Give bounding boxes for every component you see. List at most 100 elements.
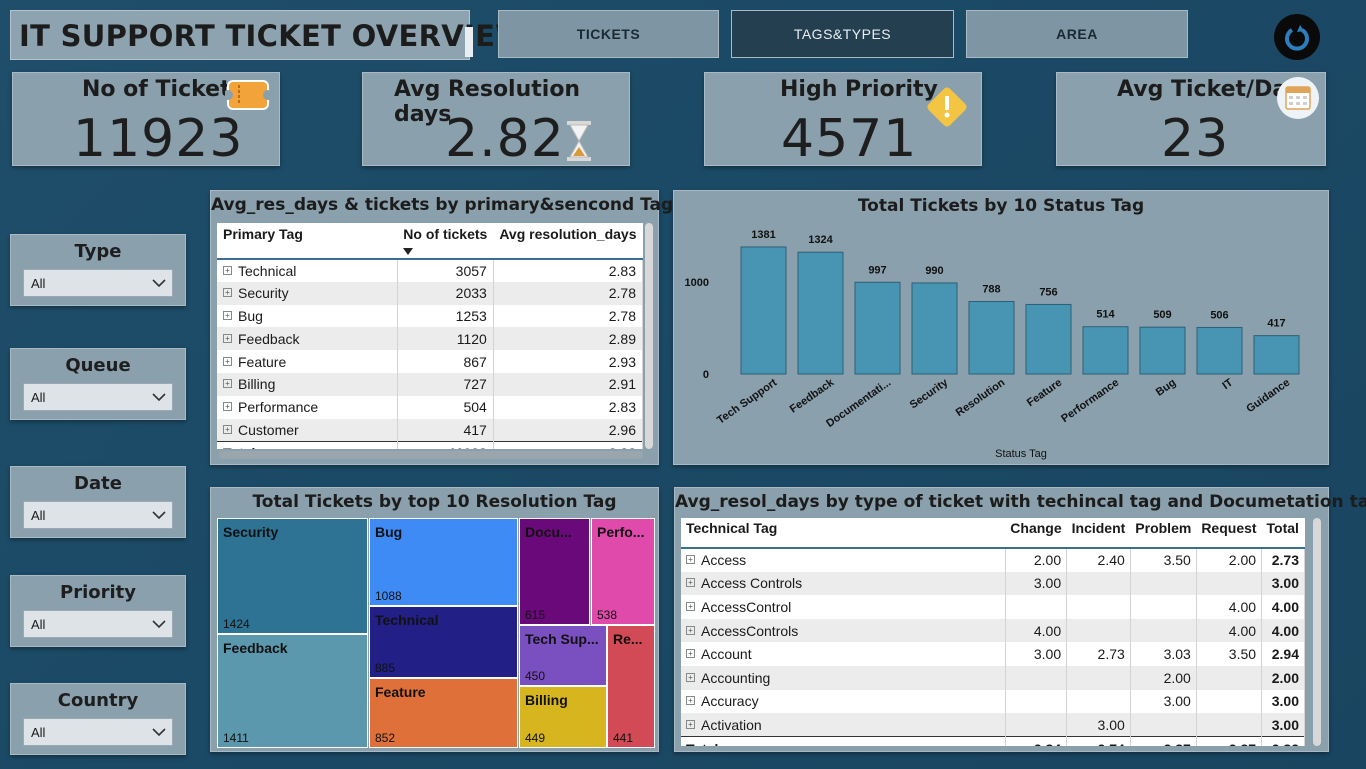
column-header[interactable]: Incident — [1066, 518, 1131, 549]
queue-dropdown[interactable]: All — [23, 383, 173, 411]
treemap-tile[interactable]: Tech Sup... 450 — [519, 625, 607, 686]
table-row[interactable]: + AccessControl 4.00 4.00 — [681, 595, 1305, 619]
row-label-cell: + Activation — [681, 713, 1006, 737]
column-header[interactable]: Total — [1261, 518, 1305, 549]
table-row[interactable]: + Accounting 2.00 2.00 — [681, 665, 1305, 690]
vertical-scrollbar[interactable] — [1313, 518, 1321, 746]
technical-tag-matrix: Technical Tag Change Incident Problem Reques… — [681, 518, 1305, 746]
expand-icon[interactable]: + — [223, 356, 232, 366]
bar[interactable] — [740, 246, 787, 375]
treemap-tile[interactable]: Re... 441 — [607, 625, 655, 748]
expand-icon[interactable]: + — [223, 424, 232, 434]
expand-icon[interactable]: + — [686, 578, 695, 588]
reset-power-button[interactable] — [1274, 14, 1320, 60]
value-cell — [1005, 713, 1068, 737]
table-row[interactable]: + AccessControls 4.00 4.00 4.00 — [681, 618, 1305, 643]
bar[interactable] — [968, 301, 1015, 375]
column-header[interactable]: Request — [1196, 518, 1262, 549]
treemap-tile[interactable]: Docu... 615 — [519, 518, 590, 625]
expand-icon[interactable]: + — [223, 288, 232, 298]
cell-text: Technical — [238, 262, 297, 279]
table-row[interactable]: + Technical 3057 2.83 — [217, 259, 643, 282]
sort-desc-icon — [403, 248, 414, 255]
table-row[interactable]: + Account 3.00 2.73 3.03 3.50 2.94 — [681, 642, 1305, 666]
priority-dropdown[interactable]: All — [23, 610, 173, 638]
expand-icon[interactable]: + — [686, 625, 695, 635]
warning-icon — [927, 87, 967, 127]
date-dropdown[interactable]: All — [23, 501, 173, 529]
value-cell: 2.73 — [1066, 642, 1131, 666]
column-header[interactable]: Avg resolution_days — [493, 223, 643, 260]
column-header[interactable]: Problem — [1130, 518, 1197, 549]
type-dropdown[interactable]: All — [23, 269, 173, 297]
tile-value: 441 — [613, 731, 634, 745]
table-row[interactable]: + Feature 867 2.93 — [217, 350, 643, 373]
row-label-cell: + AccessControl — [681, 595, 1006, 619]
table-row[interactable]: + Billing 727 2.91 — [217, 372, 643, 396]
bar[interactable] — [1196, 326, 1243, 375]
treemap-tile[interactable]: Perfo... 538 — [591, 518, 655, 625]
nav-button-area[interactable]: AREA — [966, 10, 1188, 58]
chevron-down-icon — [152, 728, 166, 737]
tile-value: 1411 — [223, 731, 249, 745]
nav-button-tickets[interactable]: TICKETS — [498, 10, 719, 58]
chart-title: Total Tickets by 10 Status Tag — [857, 196, 1145, 216]
treemap-tile[interactable]: Feedback 1411 — [217, 634, 368, 748]
treemap-tile[interactable]: Bug 1088 — [369, 518, 518, 606]
expand-icon[interactable]: + — [686, 601, 695, 611]
column-header-label: No of tickets — [403, 226, 488, 242]
horizontal-scrollbar[interactable] — [219, 451, 643, 459]
value-cell: 417 — [397, 418, 494, 442]
expand-icon[interactable]: + — [223, 379, 232, 389]
table-row[interactable]: + Performance 504 2.83 — [217, 395, 643, 419]
expand-icon[interactable]: + — [223, 310, 232, 320]
column-header[interactable]: Technical Tag — [681, 518, 1006, 549]
value-cell — [1130, 571, 1197, 596]
vertical-scrollbar[interactable] — [645, 223, 653, 449]
expand-icon[interactable]: + — [223, 333, 232, 343]
bar[interactable] — [797, 251, 844, 375]
expand-icon[interactable]: + — [686, 696, 695, 706]
expand-icon[interactable]: + — [223, 402, 232, 412]
table-row[interactable]: + Security 2033 2.78 — [217, 281, 643, 305]
table-row[interactable]: + Feedback 1120 2.89 — [217, 327, 643, 351]
expand-icon[interactable]: + — [686, 672, 695, 682]
column-header[interactable]: Primary Tag — [217, 223, 398, 260]
bar[interactable] — [1139, 326, 1186, 375]
value-cell: 1120 — [397, 327, 494, 351]
column-header[interactable]: Change — [1005, 518, 1067, 549]
bar[interactable] — [911, 282, 958, 375]
value-cell — [1196, 665, 1263, 690]
value-cell: 2.78 — [493, 304, 643, 328]
treemap-tile[interactable]: Security 1424 — [217, 518, 368, 634]
bar[interactable] — [854, 281, 901, 375]
kpi-card-avg-resolution-days: Avg Resolution days 2.82 — [362, 72, 630, 169]
table-row[interactable]: + Customer 417 2.96 — [217, 418, 643, 442]
table-row[interactable]: + Accuracy 3.00 3.00 — [681, 689, 1305, 714]
data-label: 509 — [1153, 309, 1171, 321]
expand-icon[interactable]: + — [223, 265, 232, 275]
value-cell: 4.00 — [1196, 618, 1263, 643]
expand-icon[interactable]: + — [686, 719, 695, 729]
table-row[interactable]: + Activation 3.00 3.00 — [681, 713, 1305, 737]
treemap-tile[interactable]: Billing 449 — [519, 686, 607, 748]
treemap-tile[interactable]: Technical 885 — [369, 606, 518, 678]
expand-icon[interactable]: + — [686, 649, 695, 659]
country-dropdown[interactable]: All — [23, 718, 173, 746]
table-row[interactable]: + Access Controls 3.00 3.00 — [681, 571, 1305, 596]
expand-icon[interactable]: + — [686, 555, 695, 565]
column-header-sorted[interactable]: No of tickets — [397, 223, 494, 260]
bar[interactable] — [1082, 326, 1129, 375]
nav-button-tags-types[interactable]: TAGS&TYPES — [731, 10, 954, 58]
treemap-tile[interactable]: Feature 852 — [369, 678, 518, 748]
x-axis-title: Status Tag — [995, 448, 1047, 460]
visual-title: Avg_resol_days by type of ticket with te… — [675, 492, 1366, 512]
bar[interactable] — [1253, 335, 1300, 375]
kpi-card-high-priority: High Priority 4571 — [704, 72, 982, 169]
bar[interactable] — [1025, 303, 1072, 375]
table-row[interactable]: + Access 2.00 2.40 3.50 2.00 2.73 — [681, 548, 1305, 572]
tile-value: 885 — [375, 661, 396, 675]
table-row[interactable]: + Bug 1253 2.78 — [217, 304, 643, 328]
hourglass-icon — [567, 121, 591, 161]
slicer-label: Type — [74, 241, 122, 262]
